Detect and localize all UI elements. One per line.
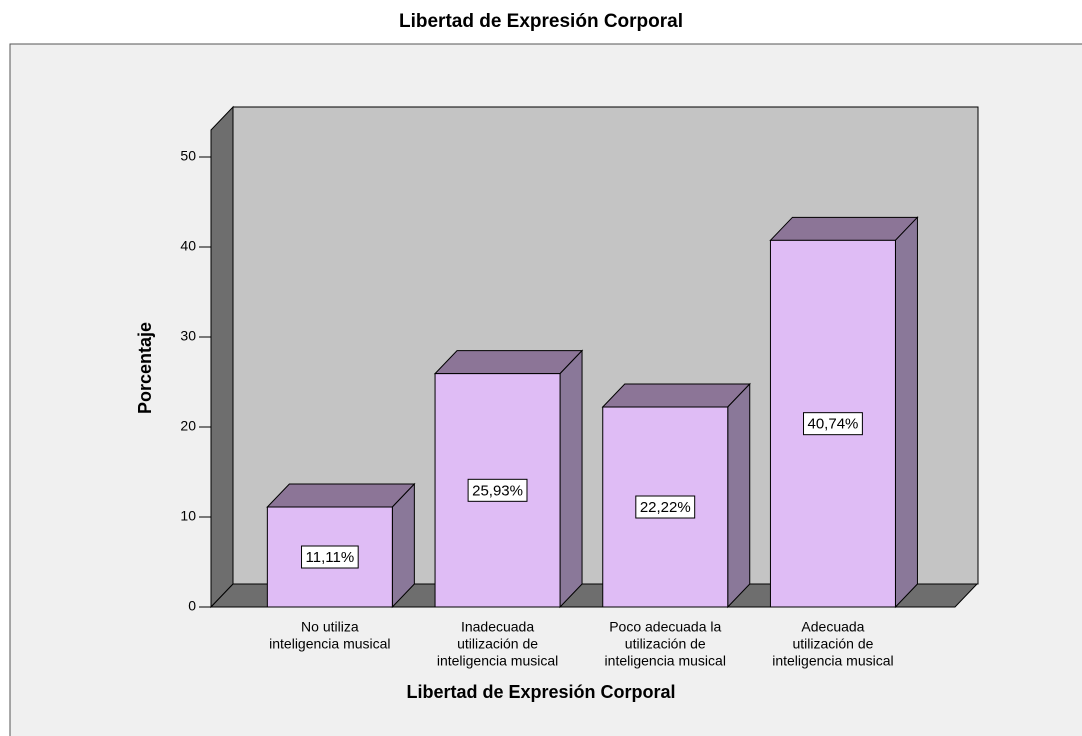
x-tick-label: Poco adecuada la bbox=[609, 619, 721, 635]
value-label-box bbox=[635, 495, 696, 519]
chart-title: Libertad de Expresión Corporal bbox=[399, 11, 683, 32]
value-label-box bbox=[803, 412, 863, 436]
x-tick-label: utilización de bbox=[625, 636, 706, 652]
bar-top bbox=[433, 350, 584, 375]
bar-side bbox=[894, 216, 918, 609]
y-tick-label: 30 bbox=[180, 328, 196, 344]
x-tick-label: inteligencia musical bbox=[437, 653, 558, 669]
value-label: 40,74% bbox=[808, 416, 859, 433]
bar-side bbox=[727, 382, 751, 609]
x-tick-label: inteligencia musical bbox=[605, 653, 726, 669]
value-label-box bbox=[301, 545, 359, 569]
side-wall bbox=[210, 105, 234, 609]
y-tick-label: 0 bbox=[188, 598, 196, 614]
bar bbox=[769, 216, 919, 609]
x-tick-label: inteligencia musical bbox=[772, 653, 893, 669]
bar-side bbox=[559, 349, 583, 609]
value-label: 22,22% bbox=[640, 499, 691, 516]
y-tick-label: 40 bbox=[180, 238, 196, 254]
x-tick-label: utilización de bbox=[457, 636, 538, 652]
x-tick-label: utilización de bbox=[792, 636, 873, 652]
y-tick-label: 10 bbox=[180, 508, 196, 524]
x-axis-title: Libertad de Expresión Corporal bbox=[406, 682, 675, 702]
value-label: 25,93% bbox=[472, 482, 523, 499]
bar-top bbox=[769, 216, 919, 241]
value-label: 11,11% bbox=[306, 549, 355, 566]
x-tick-label: inteligencia musical bbox=[269, 636, 390, 652]
y-axis-title: Porcentaje bbox=[135, 322, 155, 414]
bar bbox=[433, 349, 584, 609]
x-tick-label: Inadecuada bbox=[461, 619, 534, 635]
x-tick-label: Adecuada bbox=[801, 619, 864, 635]
bar-top bbox=[266, 483, 416, 508]
y-tick-label: 50 bbox=[180, 148, 196, 164]
bar-top bbox=[601, 383, 751, 408]
y-tick-label: 20 bbox=[180, 418, 196, 434]
value-label-box bbox=[467, 478, 528, 502]
x-tick-label: No utiliza bbox=[301, 619, 359, 635]
